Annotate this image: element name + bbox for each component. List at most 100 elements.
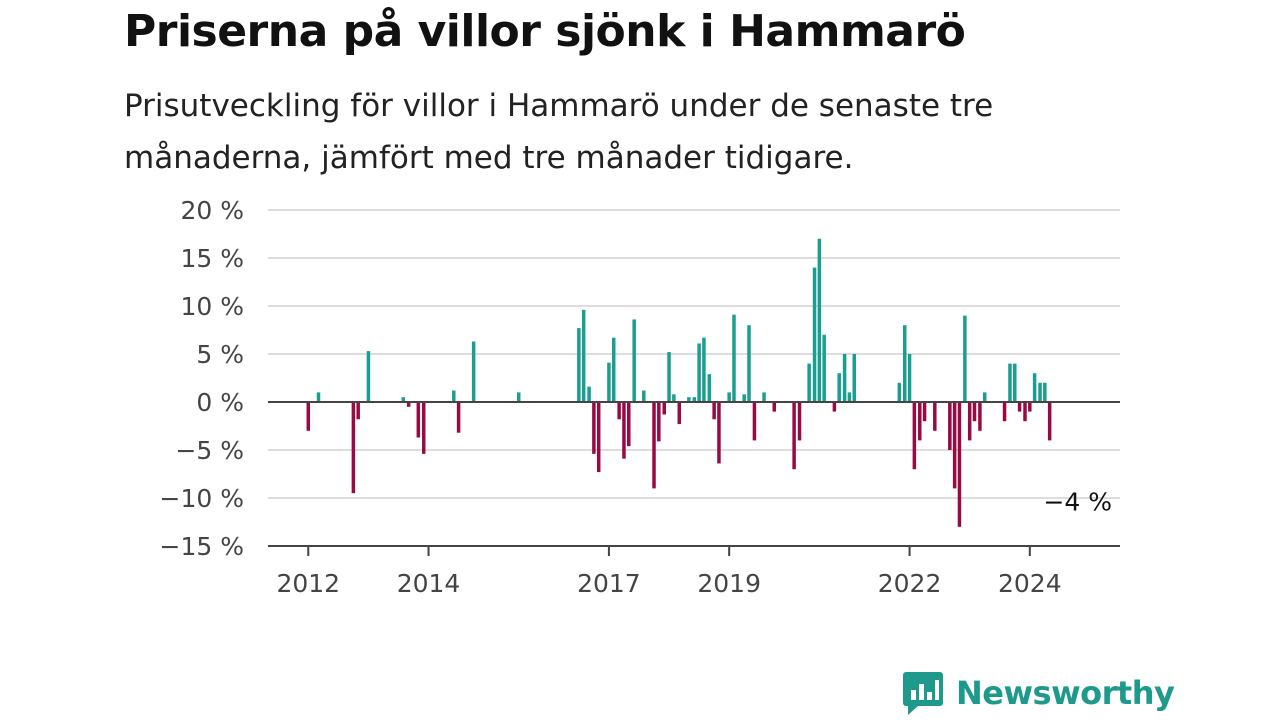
bar-positive	[822, 334, 826, 402]
x-tick-label: 2022	[878, 569, 942, 598]
bar-positive	[581, 309, 586, 402]
bar-positive	[577, 328, 581, 402]
bar-positive	[982, 392, 987, 402]
bar-negative	[792, 402, 796, 470]
bar-positive	[1043, 382, 1047, 402]
bar-positive	[611, 337, 616, 402]
bar-positive	[1008, 363, 1012, 402]
y-tick-label: −15 %	[160, 532, 244, 561]
bar-negative	[617, 402, 621, 420]
bar-positive	[702, 337, 706, 402]
bar-negative	[627, 402, 631, 447]
bar-positive	[607, 362, 611, 402]
bar-positive	[692, 397, 697, 402]
bar-positive	[812, 267, 817, 402]
bar-negative	[416, 402, 421, 438]
bar-negative	[1047, 402, 1052, 441]
bar-negative	[717, 402, 721, 464]
y-tick-label: 20 %	[180, 196, 244, 225]
bar-positive	[366, 351, 371, 402]
bar-negative	[662, 402, 666, 415]
bar-positive	[516, 392, 521, 402]
bar-positive	[762, 392, 766, 402]
bar-positive	[807, 363, 811, 402]
y-tick-label: 10 %	[180, 292, 244, 321]
chart-title: Priserna på villor sjönk i Hammarö	[124, 6, 966, 57]
x-tick-label: 2017	[577, 569, 641, 598]
bar-positive	[1038, 382, 1042, 402]
bar-negative	[677, 402, 682, 425]
bar-positive	[897, 382, 902, 402]
bar-positive	[687, 397, 691, 402]
bar-negative	[596, 402, 601, 473]
bar-positive	[697, 343, 701, 402]
chart-subtitle: Prisutveckling för villor i Hammarö unde…	[124, 88, 994, 176]
bar-negative	[356, 402, 360, 420]
x-tick-label: 2024	[998, 569, 1062, 598]
bar-chart: 20 % 15 % 10 % 5 % 0 % −5 % −10 % −15 % 2012 2014…	[160, 196, 1120, 598]
bar-negative	[933, 402, 937, 431]
bar-positive	[672, 394, 676, 402]
bar-positive	[667, 352, 671, 402]
bar-positive	[707, 374, 712, 402]
bar-positive	[632, 319, 636, 402]
bar-negative	[978, 402, 982, 431]
bar-positive	[1032, 373, 1037, 402]
bar-negative	[421, 402, 426, 454]
bar-negative	[832, 402, 837, 412]
bar-negative	[456, 402, 461, 433]
bar-positive	[642, 390, 646, 402]
bar-negative	[912, 402, 917, 470]
bar-positive	[587, 386, 591, 402]
bar-negative	[797, 402, 802, 441]
bar-positive	[747, 325, 751, 402]
bar-positive	[842, 354, 847, 402]
bar-negative	[752, 402, 757, 441]
brand-logo: Newsworthy	[902, 668, 1175, 718]
bar-positive	[852, 354, 856, 402]
bar-negative	[622, 402, 626, 459]
x-tick-label: 2019	[697, 569, 761, 598]
bar-negative	[967, 402, 972, 441]
bar-positive	[401, 397, 406, 402]
bar-negative	[652, 402, 656, 489]
bar-positive	[471, 341, 476, 402]
y-tick-label: −10 %	[160, 484, 244, 513]
bar-positive	[316, 392, 321, 402]
bar-negative	[1023, 402, 1027, 422]
bar-negative	[351, 402, 356, 494]
brand-name: Newsworthy	[956, 674, 1175, 712]
bar-positive	[727, 392, 731, 402]
x-tick-label: 2014	[397, 569, 461, 598]
bar-negative	[592, 402, 596, 454]
bar-positive	[742, 394, 746, 402]
bar-positive	[1013, 363, 1017, 402]
bar-negative	[306, 402, 311, 431]
bar-negative	[922, 402, 927, 422]
latest-value-label: −4 %	[1043, 487, 1112, 516]
bar-negative	[772, 402, 777, 412]
y-tick-label: −5 %	[175, 436, 244, 465]
bar-negative	[712, 402, 716, 420]
y-tick-label: 5 %	[196, 340, 244, 369]
x-tick-label: 2012	[276, 569, 340, 598]
bar-positive	[837, 373, 841, 402]
bar-chart-speech-bubble-icon	[903, 672, 943, 715]
bar-negative	[1017, 402, 1022, 412]
bar-negative	[918, 402, 922, 441]
bar-negative	[952, 402, 957, 489]
bar-negative	[957, 402, 962, 527]
bar-positive	[732, 314, 736, 402]
bar-positive	[907, 354, 912, 402]
bar-positive	[452, 390, 456, 402]
bar-negative	[972, 402, 977, 422]
bar-positive	[817, 238, 822, 402]
bar-negative	[1002, 402, 1007, 422]
bar-positive	[902, 325, 907, 402]
y-tick-label: 0 %	[196, 388, 244, 417]
bar-negative	[1028, 402, 1032, 412]
bar-positive	[963, 315, 967, 402]
bar-negative	[948, 402, 952, 450]
bar-positive	[847, 392, 852, 402]
y-tick-label: 15 %	[180, 244, 244, 273]
